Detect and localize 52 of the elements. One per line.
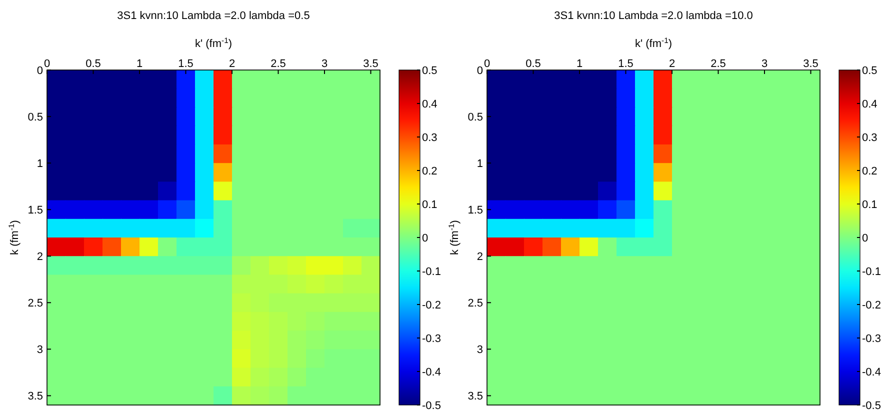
x-tick-label: 2 <box>228 58 236 70</box>
x-tick-label: 0.5 <box>526 58 541 70</box>
color-bar-label: -0.1 <box>862 266 881 278</box>
x-tick-label: 2.5 <box>710 58 726 70</box>
x-tick-label: 3.5 <box>803 58 818 70</box>
color-bar-label: -0.5 <box>422 400 441 410</box>
y-tick-label: 1.5 <box>28 204 43 217</box>
color-bar-label: 0.1 <box>862 199 878 211</box>
y-tick-label: 3.5 <box>468 390 483 403</box>
chart-title: 3S1 kvnn:10 Lambda =2.0 lambda =0.5 <box>117 10 310 22</box>
chart-title: 3S1 kvnn:10 Lambda =2.0 lambda =10.0 <box>554 10 753 22</box>
x-axis-title: k' (fm$^{-1}$) <box>634 36 672 50</box>
y-tick-label: 0.5 <box>468 112 483 124</box>
color-bar-label: -0.3 <box>862 333 881 345</box>
color-bar-label: -0.2 <box>422 300 441 312</box>
y-tick-label: 3 <box>36 344 43 356</box>
color-bar-label: -0.1 <box>422 266 441 278</box>
color-bar-label: -0.2 <box>862 300 881 312</box>
y-tick-label: 1 <box>36 158 43 170</box>
x-tick-label: 1.5 <box>178 58 194 70</box>
y-tick-label: 3 <box>476 344 483 356</box>
y-tick-label: 2 <box>36 251 43 264</box>
color-bar-label: 0.3 <box>422 132 438 144</box>
x-tick-label: 1 <box>576 58 583 70</box>
color-bar-label: 0.4 <box>422 98 438 110</box>
x-tick-label: 2.5 <box>270 58 286 70</box>
y-tick-label: 0.5 <box>28 112 43 124</box>
x-tick-label: 3.5 <box>363 58 378 70</box>
color-bar-label: 0.2 <box>862 166 878 178</box>
y-tick-label: 2.5 <box>468 298 483 310</box>
color-bar-label: 0.4 <box>862 98 878 110</box>
y-tick-label: 3.5 <box>28 390 43 403</box>
x-tick-label: 1 <box>136 58 143 70</box>
x-tick-label: 0.5 <box>86 58 101 70</box>
color-bar-label: 0.1 <box>422 199 438 211</box>
color-bar-label: 0 <box>422 232 428 244</box>
color-bar-label: 0 <box>862 232 868 244</box>
x-tick-label: 1.5 <box>618 58 634 70</box>
y-tick-label: 2 <box>476 251 483 264</box>
y-tick-label: 1.5 <box>468 204 483 217</box>
x-tick-label: 3 <box>761 58 768 70</box>
color-bar-label: 0.3 <box>862 132 878 144</box>
color-bar-label: 0.2 <box>422 166 438 178</box>
color-bar-label: -0.3 <box>422 333 441 345</box>
y-tick-label: 1 <box>476 158 483 170</box>
color-bar-label: -0.4 <box>862 366 881 378</box>
y-tick-label: 2.5 <box>28 298 43 310</box>
x-tick-label: 3 <box>321 58 328 70</box>
x-tick-label: 2 <box>668 58 676 70</box>
color-bar-label: -0.5 <box>862 400 881 410</box>
color-bar-label: -0.4 <box>422 366 441 378</box>
x-axis-title: k' (fm$^{-1}$) <box>194 36 232 50</box>
